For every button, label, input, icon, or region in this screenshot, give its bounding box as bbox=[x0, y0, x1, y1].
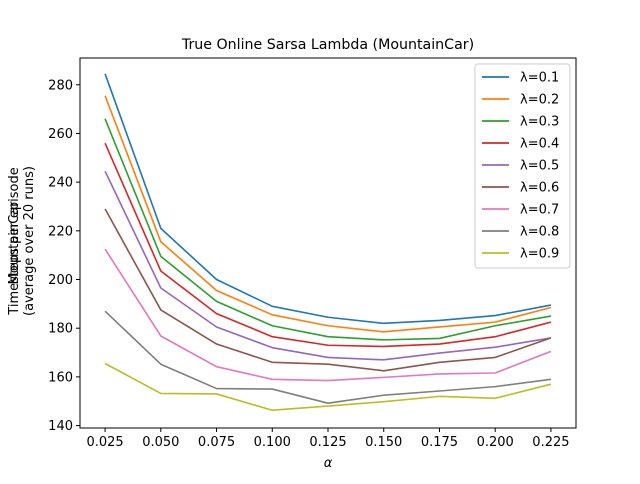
series-line-2 bbox=[104, 95, 552, 333]
y-tick-label: 220 bbox=[48, 224, 73, 239]
legend-label: λ=0.5 bbox=[520, 159, 559, 174]
y-tick-label: 280 bbox=[48, 78, 73, 93]
y-axis-ticks: 140 160 180 200 220 240 260 280 bbox=[48, 78, 80, 434]
y-axis-label-overprint: MountainCar bbox=[7, 201, 22, 285]
y-tick-label: 260 bbox=[48, 127, 73, 142]
x-tick-label: 0.125 bbox=[309, 435, 346, 450]
series-line-8 bbox=[104, 310, 552, 404]
x-tick-label: 0.075 bbox=[198, 435, 235, 450]
legend-label: λ=0.8 bbox=[520, 225, 559, 240]
series-line-3 bbox=[104, 118, 552, 341]
x-tick-label: 0.050 bbox=[142, 435, 179, 450]
x-tick-label: 0.150 bbox=[365, 435, 402, 450]
y-axis-label-line-2: (average over 20 runs) bbox=[22, 166, 37, 316]
y-tick-label: 200 bbox=[48, 273, 73, 288]
legend: λ=0.1 λ=0.2 λ=0.3 λ=0.4 λ=0.5 λ=0.6 λ=0.7 λ=0.8… bbox=[474, 63, 571, 269]
chart-title: True Online Sarsa Lambda (MountainCar) bbox=[181, 37, 474, 53]
legend-label: λ=0.9 bbox=[520, 247, 559, 262]
legend-label: λ=0.1 bbox=[520, 71, 559, 86]
y-tick-label: 180 bbox=[48, 322, 73, 337]
x-tick-label: 0.100 bbox=[254, 435, 291, 450]
y-tick-label: 160 bbox=[48, 370, 73, 385]
x-axis-label: α bbox=[324, 456, 333, 471]
legend-label: λ=0.6 bbox=[520, 181, 559, 196]
legend-box bbox=[474, 63, 571, 269]
legend-label: λ=0.7 bbox=[520, 203, 559, 218]
x-tick-label: 0.175 bbox=[421, 435, 458, 450]
series-line-1 bbox=[104, 73, 552, 325]
legend-label: λ=0.4 bbox=[520, 137, 559, 152]
series-line-4 bbox=[104, 142, 552, 348]
series-lines bbox=[104, 73, 552, 412]
series-line-7 bbox=[104, 248, 552, 382]
y-tick-label: 240 bbox=[48, 176, 73, 191]
series-line-5 bbox=[104, 170, 552, 361]
legend-label: λ=0.2 bbox=[520, 93, 559, 108]
legend-label: λ=0.3 bbox=[520, 115, 559, 130]
y-tick-label: 140 bbox=[48, 419, 73, 434]
series-line-9 bbox=[104, 362, 552, 412]
x-axis-ticks: 0.025 0.050 0.075 0.100 0.125 0.150 0.175 0.200… bbox=[86, 428, 570, 450]
x-tick-label: 0.225 bbox=[532, 435, 569, 450]
y-axis-label-line-1: Timesteps per episode bbox=[7, 167, 22, 315]
series-line-6 bbox=[104, 208, 552, 372]
y-axis-label: MountainCar Timesteps per episode (avera… bbox=[7, 166, 37, 316]
x-tick-label: 0.200 bbox=[477, 435, 514, 450]
x-tick-label: 0.025 bbox=[86, 435, 123, 450]
plot-frame bbox=[79, 57, 577, 429]
